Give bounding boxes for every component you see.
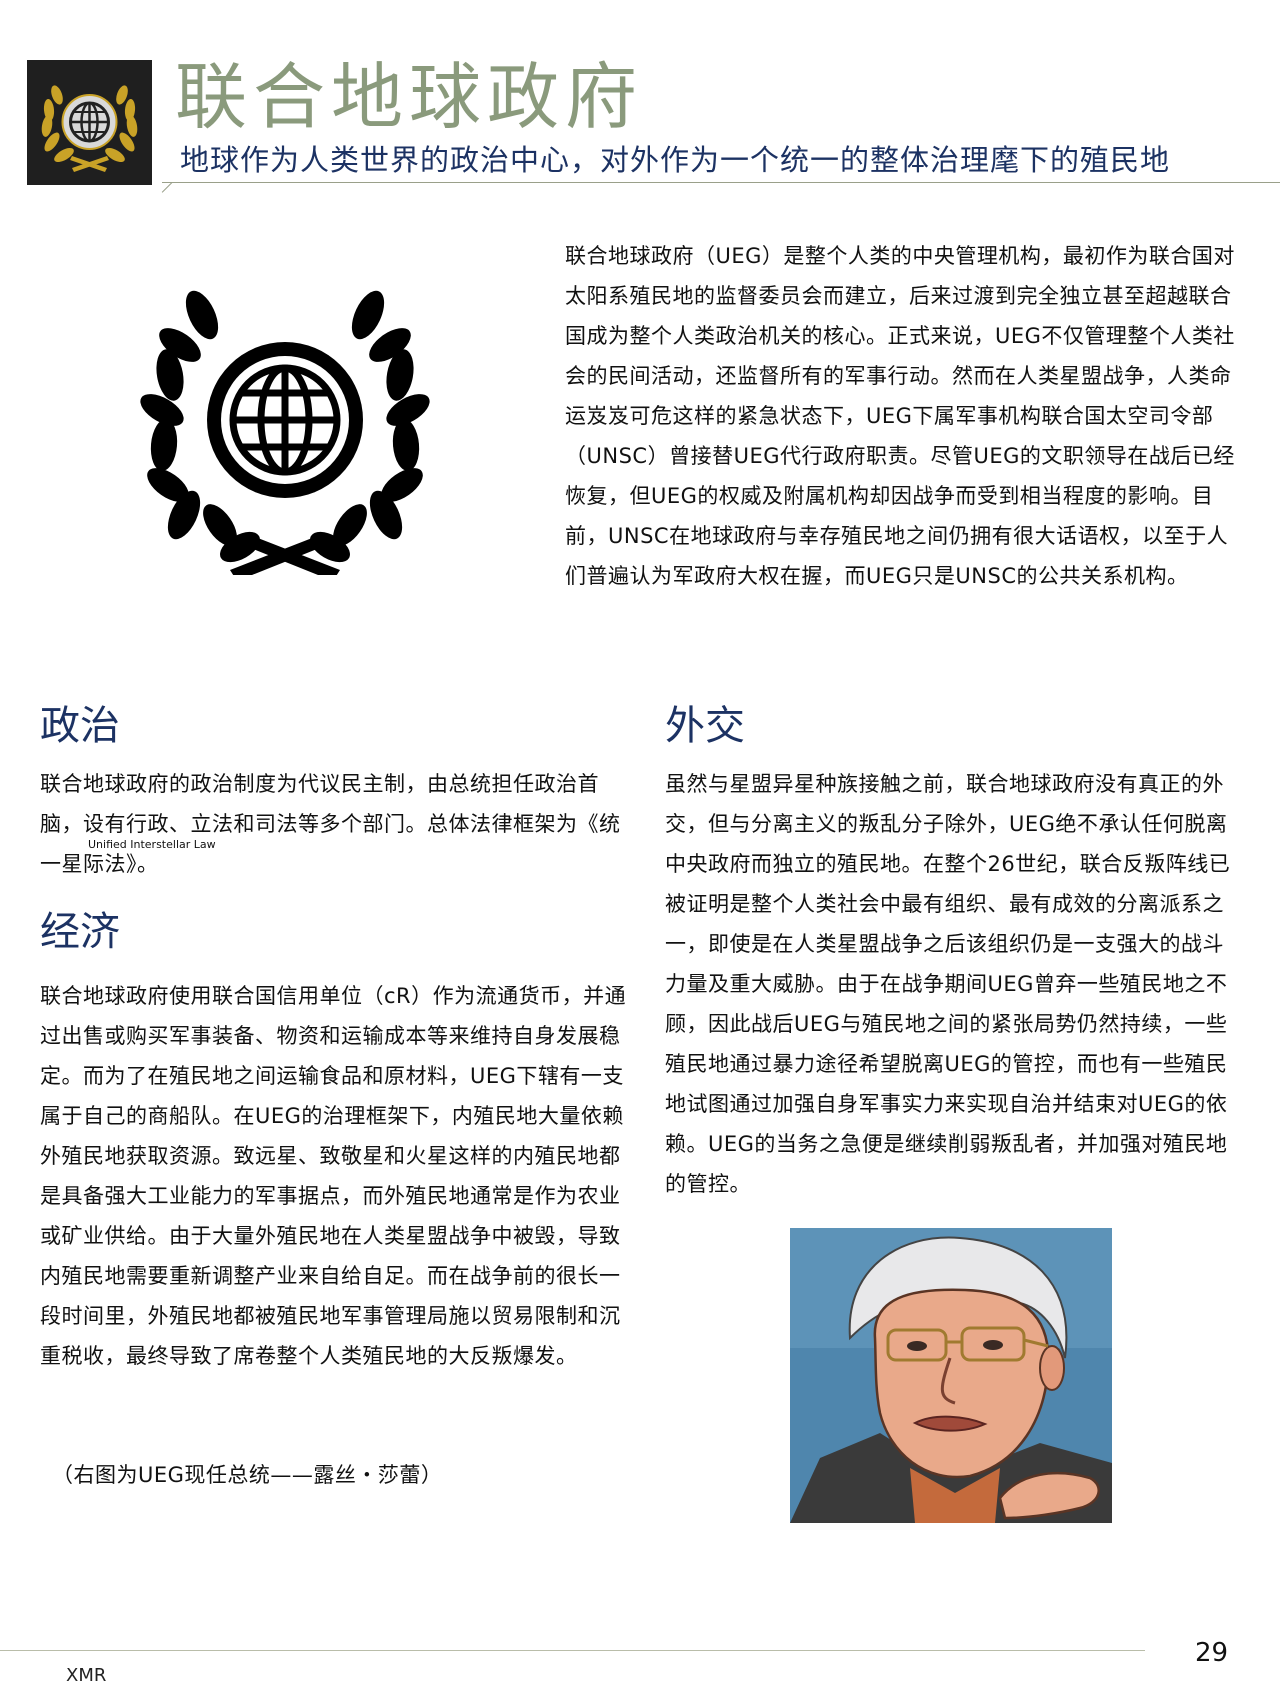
header-divider bbox=[162, 182, 1280, 183]
intro-paragraph: 联合地球政府（UEG）是整个人类的中央管理机构，最初作为联合国对太阳系殖民地的监… bbox=[565, 244, 1235, 588]
page-subtitle: 地球作为人类世界的政治中心，对外作为一个统一的整体治理麾下的殖民地 bbox=[180, 143, 1171, 177]
ruby-annotation: Unified Interstellar Law bbox=[88, 838, 216, 851]
diplomacy-heading: 外交 bbox=[665, 703, 745, 749]
economy-paragraph: 联合地球政府使用联合国信用单位（cR）作为流通货币，并通过出售或购买军事装备、物… bbox=[40, 984, 627, 1368]
economy-heading: 经济 bbox=[40, 909, 120, 955]
ueg-laurel-globe-emblem bbox=[140, 290, 430, 581]
page-title: 联合地球政府 bbox=[175, 55, 644, 139]
portrait-caption: （右图为UEG现任总统——露丝・莎蕾） bbox=[52, 1463, 443, 1487]
header-divider-tick bbox=[161, 182, 173, 193]
footer-mark: XMR bbox=[66, 1665, 107, 1686]
politics-heading: 政治 bbox=[40, 703, 120, 749]
footer-divider bbox=[0, 1650, 1145, 1651]
ueg-emblem bbox=[140, 285, 430, 581]
header-logo bbox=[27, 60, 152, 185]
page-number: 29 bbox=[1195, 1638, 1229, 1668]
politics-paragraph: 联合地球政府的政治制度为代议民主制，由总统担任政治首脑，设有行政、立法和司法等多… bbox=[40, 772, 621, 876]
ueg-laurel-globe-icon bbox=[41, 85, 138, 172]
diplomacy-paragraph: 虽然与星盟异星种族接触之前，联合地球政府没有真正的外交，但与分离主义的叛乱分子除… bbox=[665, 772, 1231, 1196]
president-portrait bbox=[790, 1228, 1112, 1523]
